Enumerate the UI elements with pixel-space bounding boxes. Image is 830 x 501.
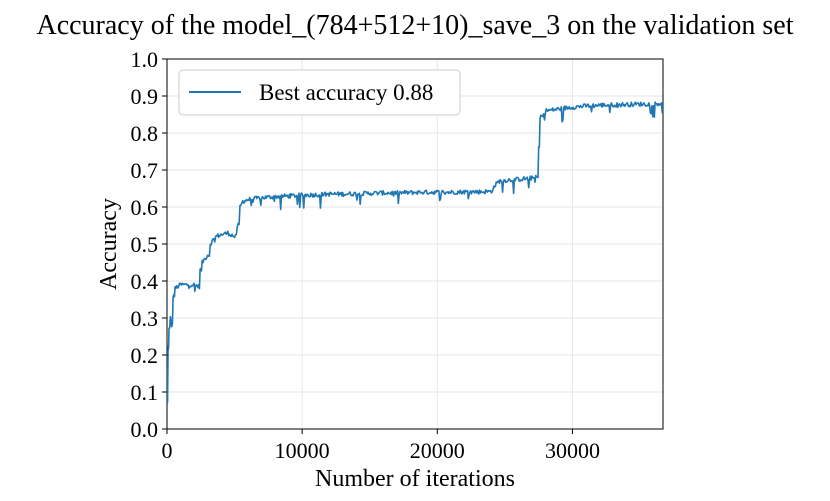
- y-tick-label: 0.9: [131, 84, 159, 109]
- y-axis-ticks: 0.0 0.1 0.2 0.3 0.4 0.5 0.6 0.7 0.8 0.9 1.0: [131, 47, 167, 442]
- series-line: [167, 101, 663, 404]
- x-tick-label: 0: [162, 438, 173, 463]
- y-tick-label: 0.1: [131, 380, 159, 405]
- y-tick-label: 0.5: [131, 232, 159, 257]
- y-axis-label: Accuracy: [96, 198, 122, 290]
- y-tick-label: 0.8: [131, 121, 159, 146]
- series-layer: [167, 101, 663, 404]
- y-tick-label: 0.7: [131, 158, 159, 183]
- legend-box: [178, 69, 461, 116]
- x-tick-label: 20000: [410, 438, 465, 463]
- x-tick-label: 10000: [275, 438, 330, 463]
- y-tick-label: 0.4: [131, 269, 159, 294]
- x-tick-label: 30000: [545, 438, 600, 463]
- chart-title: Accuracy of the model_(784+512+10)_save_…: [36, 10, 793, 41]
- legend-label: Best accuracy 0.88: [259, 80, 433, 105]
- y-tick-label: 0.3: [131, 306, 159, 331]
- y-tick-label: 0.6: [131, 195, 159, 220]
- legend: Best accuracy 0.88: [178, 69, 461, 116]
- y-tick-label: 0.2: [131, 343, 159, 368]
- x-axis-ticks: 0 10000 20000 30000: [162, 429, 600, 463]
- x-axis-label: Number of iterations: [315, 466, 515, 492]
- y-tick-label: 1.0: [131, 47, 159, 72]
- y-tick-label: 0.0: [131, 417, 159, 442]
